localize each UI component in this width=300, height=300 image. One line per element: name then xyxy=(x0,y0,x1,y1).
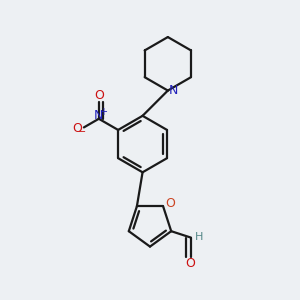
Text: −: − xyxy=(78,127,86,137)
Text: O: O xyxy=(166,197,176,210)
Text: H: H xyxy=(195,232,203,242)
Text: N: N xyxy=(94,109,104,122)
Text: O: O xyxy=(94,88,104,101)
Text: N: N xyxy=(169,84,178,97)
Text: O: O xyxy=(72,122,82,134)
Text: O: O xyxy=(185,257,195,270)
Text: +: + xyxy=(99,107,107,117)
